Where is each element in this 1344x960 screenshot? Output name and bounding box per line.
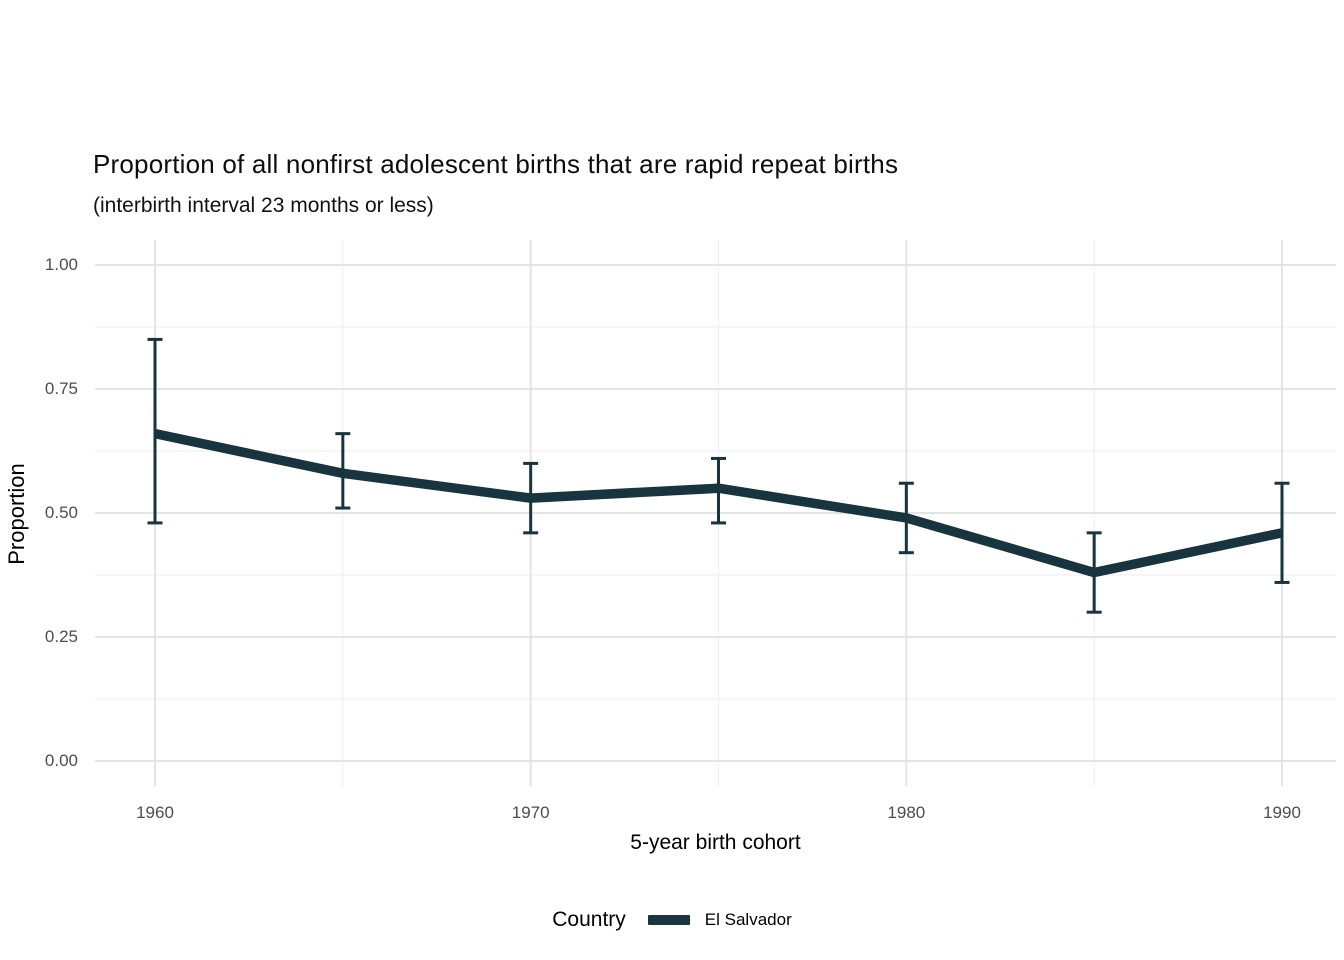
- y-tick-label: 0.00: [44, 751, 78, 770]
- x-tick-label: 1990: [1263, 803, 1301, 822]
- y-tick-label: 0.75: [44, 379, 78, 398]
- x-tick-label: 1960: [136, 803, 174, 822]
- legend-line-swatch: [647, 915, 690, 925]
- legend-entry-label: El Salvador: [704, 910, 792, 929]
- legend: Country El Salvador: [0, 905, 1344, 935]
- y-axis-title: Proportion: [4, 463, 29, 565]
- legend-title: Country: [552, 908, 626, 931]
- x-tick-label: 1970: [511, 803, 550, 822]
- y-tick-label: 1.00: [44, 255, 78, 274]
- x-tick-label: 1980: [887, 803, 926, 822]
- chart-subtitle: (interbirth interval 23 months or less): [93, 194, 434, 217]
- x-axis-title: 5-year birth cohort: [630, 831, 801, 854]
- y-tick-label: 0.25: [44, 627, 78, 646]
- y-tick-label: 0.50: [44, 503, 78, 522]
- series-line-el-salvador: [154, 428, 1283, 578]
- chart-title: Proportion of all nonfirst adolescent bi…: [93, 149, 899, 179]
